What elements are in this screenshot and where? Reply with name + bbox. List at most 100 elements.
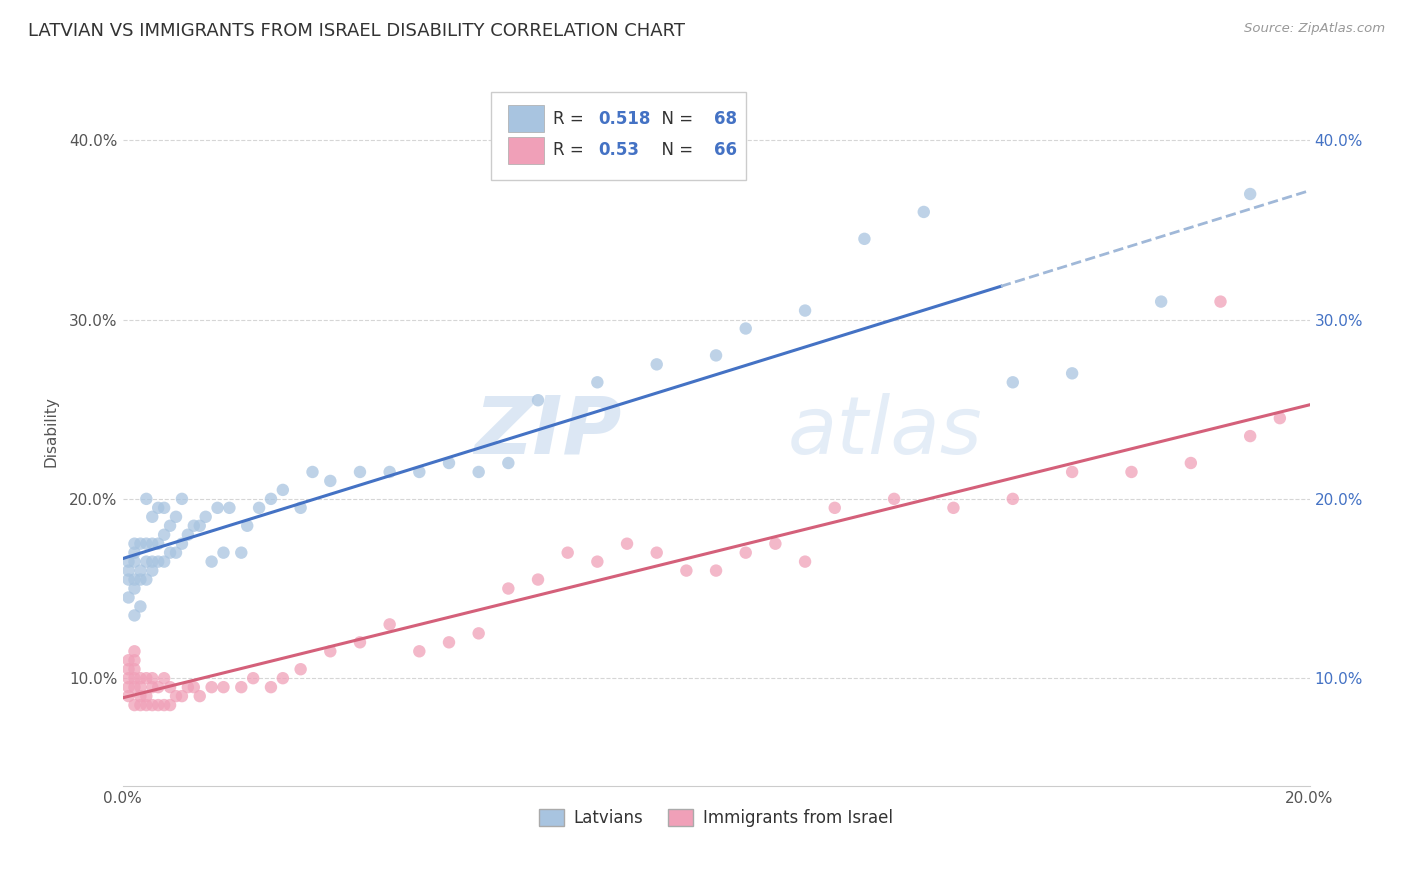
Point xyxy=(201,555,224,569)
Point xyxy=(117,653,139,667)
Point xyxy=(124,662,146,676)
Point xyxy=(117,573,139,587)
Point xyxy=(141,537,163,551)
Point xyxy=(124,608,146,623)
Point xyxy=(135,555,157,569)
Point xyxy=(1239,186,1261,201)
Point xyxy=(260,680,283,694)
Point xyxy=(437,456,460,470)
Point xyxy=(148,555,170,569)
Point xyxy=(231,546,253,560)
Point xyxy=(408,465,430,479)
Point xyxy=(498,582,520,596)
Point xyxy=(170,491,193,506)
Point xyxy=(319,474,342,488)
Point xyxy=(135,491,157,506)
Point xyxy=(378,617,401,632)
Point xyxy=(704,348,727,362)
Point xyxy=(1268,411,1291,425)
Point xyxy=(117,689,139,703)
Point xyxy=(557,546,579,560)
Point xyxy=(124,680,146,694)
Point xyxy=(349,635,371,649)
Point xyxy=(1062,465,1084,479)
Point xyxy=(124,698,146,712)
Point xyxy=(1001,376,1024,390)
Point xyxy=(290,500,312,515)
Point xyxy=(212,680,235,694)
Text: 66: 66 xyxy=(714,142,737,160)
Point xyxy=(212,546,235,560)
Point xyxy=(177,527,200,541)
Point xyxy=(942,500,965,515)
Point xyxy=(165,546,187,560)
Point xyxy=(734,321,756,335)
Point xyxy=(586,555,609,569)
Point xyxy=(141,671,163,685)
Point xyxy=(117,680,139,694)
Point xyxy=(1150,294,1173,309)
Point xyxy=(586,376,609,390)
Point xyxy=(527,573,550,587)
Point xyxy=(675,564,697,578)
FancyBboxPatch shape xyxy=(491,92,745,180)
Point xyxy=(271,483,294,497)
Text: N =: N = xyxy=(651,110,699,128)
Bar xyxy=(509,105,544,132)
Point xyxy=(141,509,163,524)
Text: 0.53: 0.53 xyxy=(599,142,640,160)
Point xyxy=(177,680,200,694)
Text: R =: R = xyxy=(554,142,589,160)
Point xyxy=(912,205,935,219)
Point xyxy=(129,564,152,578)
Point xyxy=(124,671,146,685)
Point xyxy=(124,555,146,569)
Point xyxy=(201,680,224,694)
Text: ZIP: ZIP xyxy=(474,392,621,471)
Point xyxy=(124,653,146,667)
Point xyxy=(135,573,157,587)
Point xyxy=(260,491,283,506)
Point xyxy=(141,680,163,694)
Point xyxy=(290,662,312,676)
Point xyxy=(1180,456,1202,470)
Y-axis label: Disability: Disability xyxy=(44,396,58,467)
Point xyxy=(170,689,193,703)
Point xyxy=(194,509,217,524)
Point xyxy=(141,564,163,578)
Text: Source: ZipAtlas.com: Source: ZipAtlas.com xyxy=(1244,22,1385,36)
Point xyxy=(183,680,205,694)
Point xyxy=(408,644,430,658)
Point xyxy=(148,500,170,515)
Point xyxy=(301,465,323,479)
Point xyxy=(218,500,240,515)
Point xyxy=(135,537,157,551)
Point xyxy=(1001,491,1024,506)
Point xyxy=(165,509,187,524)
Point xyxy=(271,671,294,685)
Text: LATVIAN VS IMMIGRANTS FROM ISRAEL DISABILITY CORRELATION CHART: LATVIAN VS IMMIGRANTS FROM ISRAEL DISABI… xyxy=(28,22,685,40)
Point xyxy=(794,555,817,569)
Point xyxy=(153,500,176,515)
Point xyxy=(117,671,139,685)
Point xyxy=(129,689,152,703)
Text: atlas: atlas xyxy=(787,392,981,471)
Text: 68: 68 xyxy=(714,110,737,128)
Point xyxy=(824,500,846,515)
Point xyxy=(124,537,146,551)
Point xyxy=(135,671,157,685)
Point xyxy=(129,599,152,614)
Point xyxy=(704,564,727,578)
Point xyxy=(129,537,152,551)
Point xyxy=(153,671,176,685)
Point xyxy=(207,500,229,515)
Point xyxy=(141,555,163,569)
Point xyxy=(129,680,152,694)
Point xyxy=(231,680,253,694)
Point xyxy=(117,555,139,569)
Point xyxy=(124,582,146,596)
Point xyxy=(135,698,157,712)
Point xyxy=(188,518,211,533)
Point xyxy=(153,555,176,569)
Point xyxy=(117,564,139,578)
